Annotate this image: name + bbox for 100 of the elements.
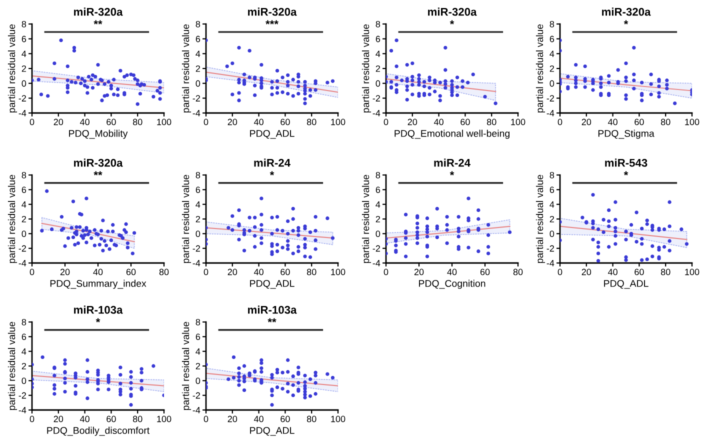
- x-tick-label: 40: [80, 118, 90, 126]
- x-tick-label: 60: [106, 118, 116, 126]
- y-tick-label: 4: [550, 50, 554, 57]
- x-tick-label: 80: [513, 268, 523, 276]
- y-axis-title: partial residual value: [8, 174, 18, 263]
- x-tick-label: 0: [204, 118, 208, 126]
- annotation: *: [450, 171, 454, 176]
- x-tick-label: 0: [384, 118, 388, 126]
- y-tick-label: 8: [196, 318, 200, 326]
- y-tick-label: 2: [196, 65, 200, 72]
- y-tick-label: -2: [192, 95, 200, 102]
- y-tick-label: -4: [18, 110, 26, 116]
- y-tick-label: 0: [376, 230, 380, 238]
- annotation: *: [450, 20, 454, 24]
- chart-title: miR-320a: [428, 8, 477, 16]
- x-tick-label: 0: [384, 268, 388, 276]
- x-tick-label: 80: [486, 118, 496, 126]
- x-tick-label: 0: [30, 268, 34, 276]
- y-tick-label: 0: [550, 230, 554, 238]
- y-tick-label: 4: [550, 201, 554, 208]
- x-tick-label: 80: [306, 118, 316, 126]
- x-tick-label: 20: [60, 268, 70, 276]
- y-tick-label: 0: [196, 378, 200, 384]
- x-axis-title: PDQ_Summary_index: [50, 280, 146, 289]
- chart-title: miR-24: [434, 158, 470, 167]
- y-tick-label: 8: [550, 20, 554, 28]
- x-tick-label: 60: [106, 416, 116, 422]
- chart-title: miR-24: [254, 158, 290, 167]
- x-tick-label: 60: [126, 268, 136, 276]
- x-tick-label: 100: [331, 416, 346, 422]
- y-tick-label: 4: [196, 50, 200, 57]
- y-tick-label: 0: [22, 230, 26, 238]
- y-axis-title: partial residual value: [182, 322, 192, 410]
- x-tick-label: 100: [511, 118, 526, 126]
- y-tick-label: 0: [376, 80, 380, 87]
- x-tick-label: 100: [685, 118, 700, 126]
- x-tick-label: 100: [157, 118, 172, 126]
- y-tick-label: 0: [22, 80, 26, 87]
- x-tick-label: 40: [254, 118, 264, 126]
- x-axis-title: PDQ_Emotional well-being: [394, 130, 510, 139]
- chart-title: miR-103a: [74, 306, 123, 314]
- annotation: *: [270, 171, 274, 176]
- y-tick-label: 4: [376, 201, 380, 208]
- y-tick-label: 2: [22, 362, 26, 370]
- x-tick-label: 0: [204, 416, 208, 422]
- x-tick-label: 0: [30, 118, 34, 126]
- y-tick-label: -4: [192, 110, 200, 116]
- annotation: **: [94, 171, 102, 176]
- x-tick-label: 40: [608, 118, 618, 126]
- x-tick-label: 80: [159, 268, 169, 276]
- y-axis-title: partial residual value: [182, 174, 192, 263]
- y-tick-label: 6: [550, 36, 554, 42]
- chart-title: miR-543: [605, 158, 648, 167]
- x-axis-title: PDQ_Stigma: [598, 130, 654, 139]
- x-tick-label: 60: [460, 118, 470, 126]
- y-tick-label: -2: [192, 392, 200, 399]
- x-tick-label: 100: [331, 268, 346, 276]
- x-tick-label: 0: [204, 268, 208, 276]
- y-axis-title: partial residual value: [182, 24, 192, 112]
- x-tick-label: 20: [414, 268, 424, 276]
- chart-title: miR-320a: [74, 8, 123, 16]
- y-tick-label: -2: [372, 245, 380, 252]
- x-axis-title: PDQ_ADL: [250, 427, 294, 436]
- x-tick-label: 40: [434, 118, 444, 126]
- y-tick-label: -2: [546, 95, 554, 102]
- x-tick-label: 100: [157, 416, 172, 422]
- chart-title: miR-320a: [74, 158, 123, 167]
- y-tick-label: -2: [18, 95, 26, 102]
- x-tick-label: 80: [306, 416, 316, 422]
- y-axis-title: partial residual value: [536, 174, 546, 263]
- y-tick-label: 8: [376, 20, 380, 28]
- x-tick-label: 60: [480, 268, 490, 276]
- x-tick-label: 80: [306, 268, 316, 276]
- x-tick-label: 20: [582, 118, 592, 126]
- x-axis-title: PDQ_ADL: [604, 280, 648, 289]
- y-tick-label: 8: [196, 172, 200, 178]
- x-axis-title: PDQ_Cognition: [419, 280, 486, 289]
- x-tick-label: 80: [660, 118, 670, 126]
- y-tick-label: 4: [196, 348, 200, 355]
- y-tick-label: 0: [550, 80, 554, 87]
- y-tick-label: 8: [550, 172, 554, 178]
- x-tick-label: 20: [228, 416, 238, 422]
- annotation: **: [94, 20, 102, 24]
- x-tick-label: 0: [558, 268, 562, 276]
- y-tick-label: 2: [550, 65, 554, 72]
- y-tick-label: -4: [192, 260, 200, 266]
- x-tick-label: 80: [132, 118, 142, 126]
- annotation: **: [268, 318, 276, 322]
- y-tick-label: 2: [22, 216, 26, 222]
- y-axis-title: partial residual value: [362, 24, 372, 112]
- y-tick-label: 8: [22, 172, 26, 178]
- y-tick-label: 2: [196, 216, 200, 222]
- annotation: ***: [266, 20, 278, 24]
- y-tick-label: -4: [18, 407, 26, 414]
- x-tick-label: 100: [685, 268, 700, 276]
- y-tick-label: -2: [18, 392, 26, 399]
- y-tick-label: 6: [22, 186, 26, 194]
- y-tick-label: 0: [196, 230, 200, 238]
- y-axis-title: partial residual value: [536, 24, 546, 112]
- x-tick-label: 40: [80, 416, 90, 422]
